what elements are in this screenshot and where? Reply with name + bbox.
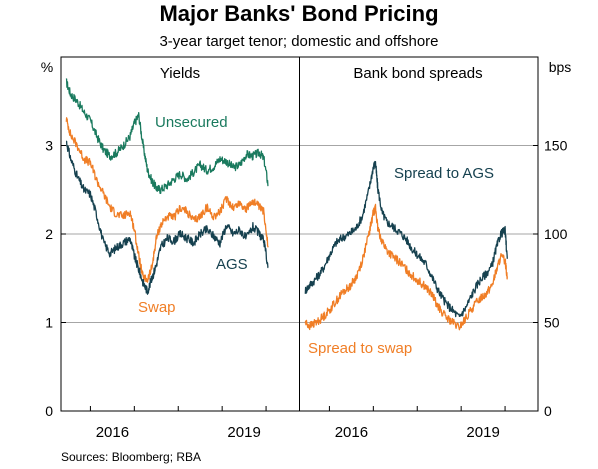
left-y-tick-label: 0 [45,403,53,419]
series-label-swap: Swap [138,299,176,316]
left-axis-unit: % [41,59,53,75]
series-label-spread-to-ags: Spread to AGS [394,165,494,182]
series-label-unsecured: Unsecured [155,114,228,131]
right-y-tick-label: 50 [544,315,560,331]
right-y-tick-label: 150 [544,138,568,154]
series-line-spread-to-swap [304,203,508,331]
x-tick-label: 2019 [227,424,260,441]
x-tick-label: 2016 [96,424,129,441]
right-y-tick-label: 100 [544,226,568,242]
x-tick-label: 2016 [335,424,368,441]
panel-title-yields: Yields [160,65,200,82]
series-line-spread-to-ags [304,160,508,318]
left-y-tick-label: 2 [45,226,53,242]
series-line-unsecured [65,78,269,195]
x-tick-label: 2019 [466,424,499,441]
series-line-swap [65,117,269,283]
series-label-ags: AGS [216,256,248,273]
series-lines [65,78,508,331]
left-y-tick-label: 3 [45,138,53,154]
chart-title: Major Banks' Bond Pricing [159,1,439,26]
series-label-spread-to-swap: Spread to swap [308,340,412,357]
panel-title-spreads: Bank bond spreads [353,65,482,82]
series-line-ags [65,140,269,295]
chart-subtitle: 3-year target tenor; domestic and offsho… [159,33,439,50]
axis-ticks: 0 1 2 3 2016 2019 0 50 100 150 2016 2019 [45,138,567,442]
left-y-tick-label: 1 [45,315,53,331]
source-note: Sources: Bloomberg; RBA [61,450,202,464]
right-y-tick-label: 0 [544,403,552,419]
right-axis-unit: bps [549,59,572,75]
